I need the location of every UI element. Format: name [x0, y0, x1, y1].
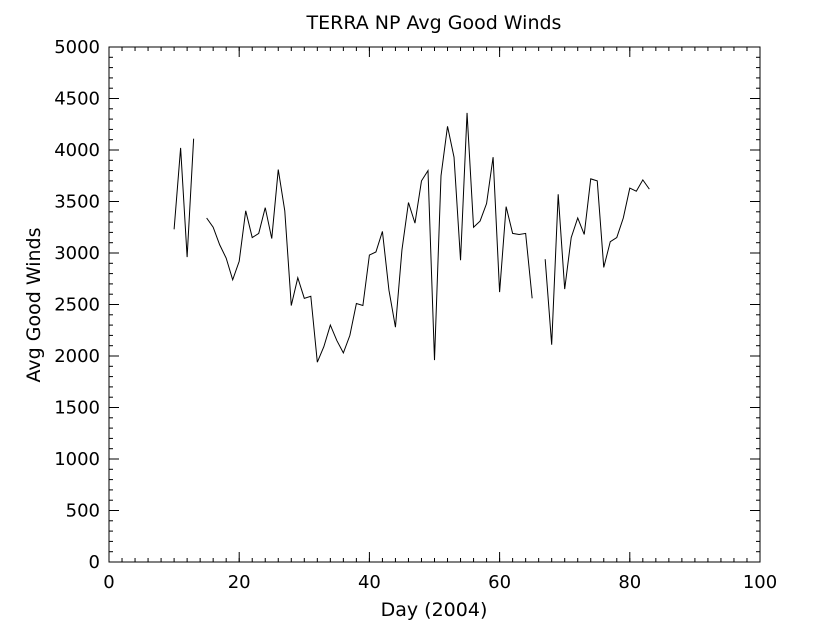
y-tick-label: 1000 — [54, 449, 100, 470]
x-tick-labels: 0 20 40 60 80 100 — [103, 572, 777, 593]
y-tick-label: 1500 — [54, 398, 100, 419]
series-line-segment — [206, 112, 533, 363]
plot-frame — [108, 46, 761, 563]
y-tick-label: 3000 — [54, 243, 100, 264]
x-axis-label: Day (2004) — [381, 599, 488, 621]
y-axis-label: Avg Good Winds — [23, 228, 45, 383]
major-ticks — [108, 46, 761, 563]
x-tick-label: 60 — [488, 572, 511, 593]
y-tick-label: 0 — [89, 552, 100, 573]
x-tick-label: 80 — [618, 572, 641, 593]
x-tick-label: 40 — [358, 572, 381, 593]
y-tick-label: 2500 — [54, 295, 100, 316]
x-tick-label: 100 — [743, 572, 777, 593]
y-tick-label: 3500 — [54, 192, 100, 213]
series-line-segment — [544, 178, 650, 345]
y-tick-label: 500 — [66, 501, 100, 522]
series-lines — [173, 112, 650, 363]
x-tick-label: 0 — [103, 572, 114, 593]
y-tick-label: 4000 — [54, 140, 100, 161]
series-line-segment — [173, 138, 195, 258]
y-tick-label: 4500 — [54, 89, 100, 110]
y-tick-label: 2000 — [54, 346, 100, 367]
chart-title: TERRA NP Avg Good Winds — [306, 12, 562, 34]
y-tick-label: 5000 — [54, 37, 100, 58]
minor-ticks — [108, 46, 761, 563]
y-tick-labels: 0 500 1000 1500 2000 2500 3000 3500 4000 4500 5000 — [54, 37, 100, 573]
x-tick-label: 20 — [228, 572, 251, 593]
